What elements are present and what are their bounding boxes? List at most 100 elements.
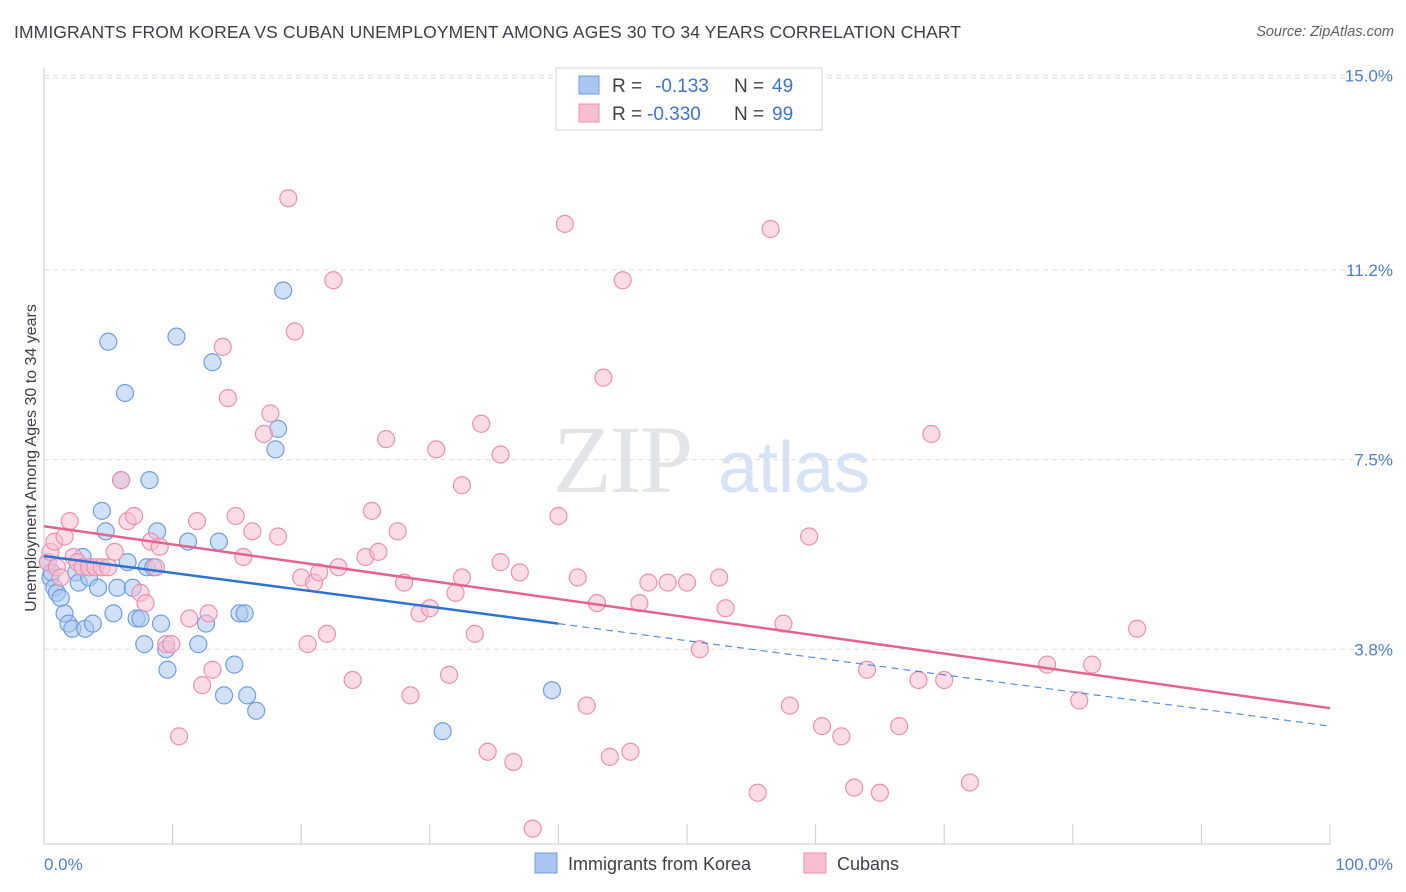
cuba-point-87 (800, 527, 819, 546)
cuba-point-86 (780, 696, 799, 715)
cuba-point-103 (555, 214, 574, 233)
cuba-point-68 (523, 819, 542, 838)
cuba-point-96 (935, 670, 954, 690)
cuba-point-29 (199, 604, 218, 623)
korea-point-19 (104, 604, 123, 623)
y-tick-labels: 3.8% 7.5% 11.2% 15.0% (1345, 66, 1393, 659)
cuba-point-38 (268, 527, 288, 546)
korea-point-41 (214, 686, 234, 705)
korea-point-15 (88, 578, 108, 597)
cuba-point-69 (549, 506, 568, 526)
korea-point-40 (209, 532, 228, 551)
cuba-point-52 (376, 430, 396, 449)
axes (43, 68, 1331, 845)
cuba-point-55 (401, 686, 420, 705)
cuba-point-104 (452, 476, 472, 495)
cuba-point-67 (510, 563, 529, 582)
y-axis-title: Unemployment Among Ages 30 to 34 years (23, 304, 40, 612)
cuba-point-44 (310, 563, 329, 582)
cuba-point-75 (621, 742, 640, 761)
cuba-point-77 (639, 573, 658, 592)
cuba-point-84 (761, 219, 780, 239)
cuba-point-65 (491, 553, 510, 572)
series-legend: Immigrants from Korea Cubans (534, 852, 899, 874)
bottom-legend-cuba-swatch (803, 852, 827, 874)
cuba-point-51 (369, 542, 388, 561)
source-credit: Source: ZipAtlas.com (1256, 24, 1394, 40)
legend-cuba-swatch (578, 103, 600, 123)
cuba-point-90 (845, 778, 864, 797)
cuba-point-42 (298, 635, 317, 654)
watermark-atlas: atlas (718, 428, 870, 508)
cuba-point-6 (60, 512, 79, 531)
cuba-point-32 (218, 389, 237, 408)
cuba-point-13 (99, 558, 118, 577)
cuba-point-26 (180, 609, 199, 628)
korea-point-5 (51, 588, 70, 608)
cuba-point-73 (600, 747, 619, 766)
korea-series-points (38, 281, 562, 741)
cuba-point-92 (870, 783, 890, 802)
x-tick-labels: 0.0% 100.0% (44, 855, 1393, 874)
cuba-point-97 (960, 773, 980, 792)
cuba-point-46 (324, 271, 343, 290)
cuba-point-4 (51, 568, 70, 587)
korea-point-16 (92, 501, 111, 520)
cuba-point-58 (427, 440, 446, 459)
korea-point-14 (83, 614, 102, 633)
legend-cuba-r-label: R = (612, 104, 642, 125)
cuba-point-48 (343, 670, 362, 690)
cuba-point-15 (112, 471, 131, 490)
korea-point-48 (433, 722, 452, 741)
korea-point-51 (235, 604, 254, 623)
legend-korea-n-label: N = (734, 76, 764, 97)
korea-point-45 (247, 701, 266, 720)
cuba-point-66 (504, 752, 523, 772)
cuba-point-35 (243, 522, 262, 541)
korea-point-37 (189, 635, 208, 654)
cuba-point-64 (478, 742, 497, 761)
cuba-point-45 (317, 624, 337, 643)
cuba-point-53 (388, 522, 407, 541)
korea-point-46 (266, 440, 285, 459)
korea-point-32 (151, 614, 171, 633)
korea-point-49 (542, 681, 562, 700)
cuba-point-24 (162, 635, 181, 654)
cuba-point-63 (472, 414, 491, 433)
bottom-legend-korea-label: Immigrants from Korea (568, 854, 752, 874)
cuba-point-17 (124, 506, 144, 526)
bottom-legend-cuba-label: Cubans (837, 854, 899, 874)
cuba-point-102 (594, 368, 613, 387)
korea-point-20 (108, 578, 127, 597)
y-tick-label-1: 7.5% (1354, 451, 1393, 470)
korea-point-22 (115, 383, 135, 403)
cuba-point-33 (226, 506, 245, 526)
cuba-point-31 (213, 337, 232, 356)
cuba-point-59 (439, 665, 459, 684)
cuba-point-34 (234, 547, 253, 567)
cuba-point-62 (465, 624, 484, 643)
korea-point-34 (158, 660, 177, 679)
korea-point-27 (135, 635, 154, 654)
korea-point-17 (96, 522, 115, 541)
cuba-point-60 (446, 583, 465, 602)
korea-point-29 (140, 471, 159, 490)
cuba-point-50 (362, 501, 382, 520)
cuba-point-101 (1127, 619, 1147, 638)
korea-point-39 (203, 353, 222, 372)
cuba-point-19 (136, 594, 155, 613)
chart-title: IMMIGRANTS FROM KOREA VS CUBAN UNEMPLOYM… (14, 22, 962, 42)
cuba-point-36 (254, 424, 274, 444)
cuba-point-30 (203, 660, 222, 679)
cuba-point-27 (187, 512, 207, 531)
cuba-point-105 (491, 445, 510, 464)
cuba-point-78 (658, 573, 677, 592)
cuba-point-40 (285, 322, 304, 341)
cuba-point-70 (568, 568, 587, 587)
korea-point-26 (131, 609, 150, 628)
legend-korea-n-value: 49 (772, 76, 793, 97)
cuba-series-points (38, 189, 1147, 838)
korea-point-35 (167, 327, 186, 346)
y-tick-label-3: 15.0% (1345, 66, 1393, 85)
